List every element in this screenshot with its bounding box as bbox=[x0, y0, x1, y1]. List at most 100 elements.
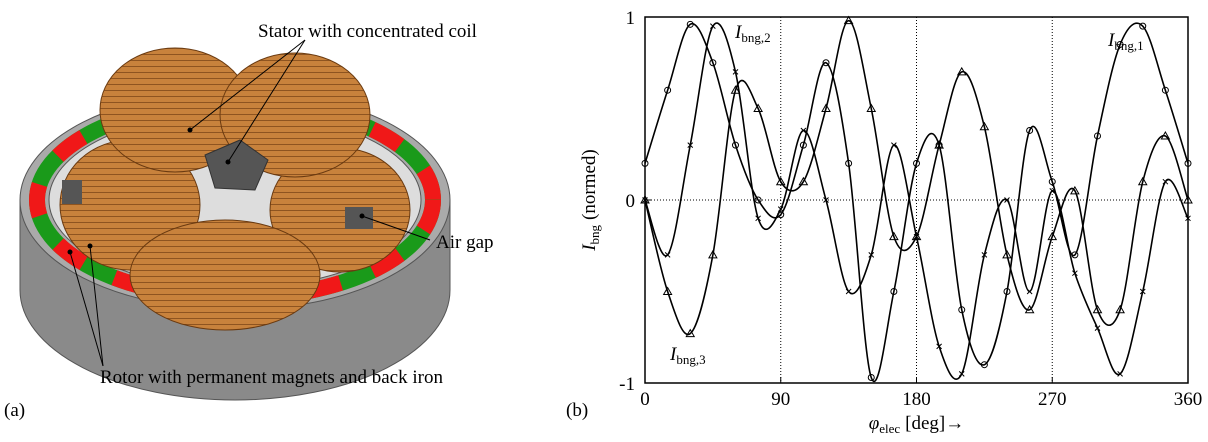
series-label: Ibng,3 bbox=[669, 344, 706, 367]
marker bbox=[1002, 249, 1012, 259]
x-tick-label: 0 bbox=[640, 389, 650, 410]
marker bbox=[889, 231, 899, 241]
marker bbox=[1024, 304, 1035, 314]
x-label-symbol: φ bbox=[869, 413, 880, 434]
marker bbox=[958, 370, 965, 377]
annotation: Air gap bbox=[436, 232, 494, 253]
marker bbox=[911, 231, 922, 241]
x-axis-label: φelec [deg]→ bbox=[869, 413, 965, 436]
marker bbox=[980, 361, 988, 369]
marker bbox=[1117, 370, 1123, 377]
series-label-subscript: bng,2 bbox=[741, 30, 770, 45]
series-label-symbol: I bbox=[1107, 30, 1116, 51]
marker bbox=[1094, 325, 1101, 331]
marker bbox=[709, 59, 717, 67]
marker bbox=[843, 15, 854, 25]
marker bbox=[730, 85, 741, 94]
y-label-subscript: bng bbox=[587, 224, 602, 244]
marker bbox=[754, 196, 762, 204]
marker bbox=[866, 103, 877, 112]
marker bbox=[1026, 288, 1033, 295]
annotation: Rotor with permanent magnets and back ir… bbox=[100, 367, 443, 388]
series-label-symbol: I bbox=[734, 22, 743, 43]
marker bbox=[662, 286, 673, 295]
marker bbox=[1116, 40, 1124, 48]
y-label-unit: (normed) bbox=[579, 149, 600, 220]
marker bbox=[1048, 178, 1056, 186]
marker bbox=[753, 103, 763, 112]
marker bbox=[1049, 187, 1056, 194]
x-label-unit: [deg]→ bbox=[905, 413, 964, 434]
series-line bbox=[644, 19, 1189, 336]
marker bbox=[934, 140, 944, 149]
marker bbox=[1094, 132, 1101, 140]
marker bbox=[687, 142, 694, 148]
marker bbox=[732, 69, 739, 75]
marker bbox=[1185, 215, 1191, 222]
marker bbox=[845, 159, 853, 167]
marker bbox=[775, 176, 786, 186]
marker bbox=[890, 288, 898, 295]
marker bbox=[1162, 178, 1169, 185]
x-tick-label: 90 bbox=[771, 389, 790, 410]
marker bbox=[821, 103, 831, 112]
marker bbox=[913, 159, 920, 167]
series-label-subscript: bng,3 bbox=[676, 352, 705, 367]
x-tick-label: 270 bbox=[1038, 389, 1067, 410]
marker bbox=[800, 127, 807, 134]
panel-label: (a) bbox=[4, 400, 25, 421]
marker bbox=[1139, 288, 1146, 295]
marker bbox=[640, 194, 650, 204]
panel-label: (b) bbox=[566, 400, 588, 421]
marker bbox=[1072, 270, 1078, 277]
series-label-symbol: I bbox=[669, 344, 678, 365]
marker bbox=[685, 328, 696, 338]
marker bbox=[1184, 159, 1192, 167]
marker bbox=[956, 66, 967, 76]
marker bbox=[1137, 176, 1148, 186]
marker bbox=[822, 59, 830, 67]
annotation: Stator with concentrated coil bbox=[258, 21, 477, 42]
marker bbox=[1139, 22, 1147, 30]
marker bbox=[1161, 86, 1169, 94]
marker bbox=[891, 142, 897, 148]
marker bbox=[710, 23, 716, 30]
marker bbox=[777, 206, 784, 213]
marker bbox=[1070, 185, 1080, 195]
x-tick-label: 180 bbox=[902, 389, 931, 410]
marker bbox=[799, 141, 807, 149]
marker bbox=[664, 86, 672, 94]
series-label: Ibng,1 bbox=[1107, 30, 1144, 53]
y-axis-label: Ibng (normed) bbox=[579, 149, 602, 252]
marker bbox=[1115, 304, 1125, 314]
marker bbox=[936, 343, 942, 350]
y-tick-label: -1 bbox=[619, 374, 635, 395]
motor-illustration bbox=[19, 39, 451, 401]
y-tick-label: 0 bbox=[626, 191, 636, 212]
series-label-subscript: bng,1 bbox=[1114, 38, 1143, 53]
series-line bbox=[644, 22, 1189, 381]
marker bbox=[708, 249, 718, 259]
marker bbox=[981, 252, 988, 258]
series-label: Ibng,2 bbox=[734, 22, 771, 45]
y-tick-label: 1 bbox=[626, 8, 636, 29]
marker bbox=[1047, 231, 1058, 241]
x-tick-label: 360 bbox=[1174, 389, 1203, 410]
x-label-subscript: elec bbox=[879, 421, 900, 436]
marker bbox=[664, 252, 671, 258]
marker bbox=[958, 306, 966, 314]
marker bbox=[845, 288, 852, 295]
marker bbox=[686, 20, 694, 28]
marker bbox=[1004, 197, 1010, 203]
y-label-symbol: I bbox=[579, 243, 600, 252]
marker bbox=[823, 197, 829, 203]
marker bbox=[1160, 130, 1171, 140]
marker bbox=[1026, 126, 1034, 134]
marker bbox=[867, 374, 875, 382]
marker bbox=[1071, 251, 1079, 259]
marker bbox=[755, 215, 761, 222]
series-line bbox=[644, 22, 1189, 382]
